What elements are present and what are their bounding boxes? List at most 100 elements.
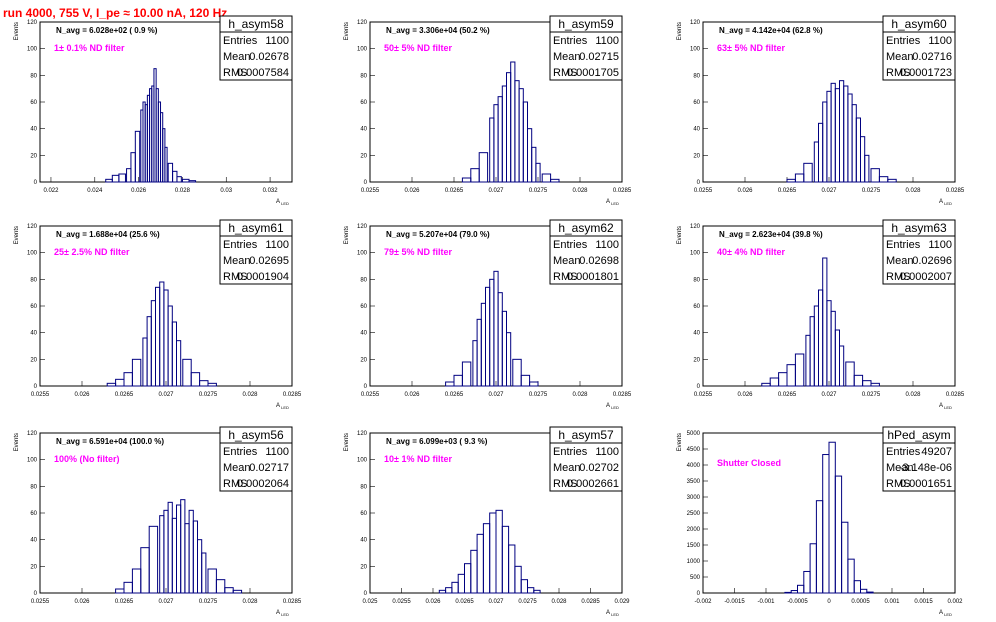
histogram-bar — [207, 382, 217, 387]
x-tick-label: 0.0275 — [529, 188, 548, 194]
histogram-bar — [184, 523, 190, 594]
x-tick-label: 0 — [827, 599, 831, 605]
x-axis-label: A LED — [939, 199, 952, 206]
histogram-bar — [786, 364, 796, 387]
histogram-bar — [851, 104, 857, 183]
histogram-bar — [778, 372, 788, 387]
histogram-bar — [839, 80, 845, 183]
stats-rms-value: 0.0001651 — [900, 478, 952, 490]
x-tick-label: 0.028 — [551, 599, 567, 605]
stats-mean-label: Mean — [553, 51, 581, 63]
y-tick-label: 60 — [30, 511, 37, 517]
stats-mean-value: 0.02716 — [912, 51, 952, 63]
x-tick-label: 0.0255 — [31, 599, 50, 605]
histogram-bar — [878, 176, 889, 183]
histogram-bar — [860, 588, 868, 594]
x-axis-label: A LED — [276, 403, 289, 410]
y-tick-label: 3500 — [687, 479, 701, 485]
histogram-bar — [803, 570, 811, 594]
x-tick-label: 0.0265 — [445, 188, 464, 194]
histogram-bar — [123, 581, 133, 594]
histogram-bar — [510, 61, 516, 183]
histogram-bar — [520, 579, 529, 594]
histogram-bar — [841, 521, 849, 594]
stats-box — [549, 426, 623, 492]
y-tick-label: 100 — [690, 251, 701, 257]
histogram-bar — [527, 587, 535, 594]
y-tick-label: 1000 — [687, 559, 701, 565]
histogram-bar — [159, 281, 165, 387]
navg-label: N_avg = 5.207e+04 (79.0 %) — [386, 230, 490, 239]
histogram-bar — [489, 278, 495, 387]
histogram-panel-h_asym63: 0 20 40 60 80 100 120 0.0255 0.026 0.0265 0.027 0.0… — [677, 219, 965, 410]
histogram-bar — [790, 590, 799, 594]
x-tick-label: -0.001 — [757, 599, 775, 605]
filter-annotation: 63± 5% ND filter — [717, 43, 785, 53]
histogram-bar — [190, 372, 201, 387]
histogram-bar — [167, 501, 173, 594]
histogram-bar — [167, 162, 174, 183]
x-tick-label: 0.0255 — [361, 188, 380, 194]
histogram-bar — [224, 587, 234, 594]
y-tick-label: 0 — [34, 180, 38, 186]
filter-annotation: 79± 5% ND filter — [384, 247, 452, 257]
histogram-bar — [870, 168, 880, 183]
histogram-bar — [140, 547, 150, 594]
histogram-bar — [476, 318, 482, 387]
stats-entries-label: Entries — [886, 35, 921, 47]
x-tick-label: 0.027 — [158, 599, 174, 605]
histogram-bar — [207, 568, 217, 594]
histogram-bar — [445, 381, 455, 387]
stats-box — [549, 15, 623, 81]
stats-entries-value: 49207 — [921, 446, 952, 458]
x-tick-label: 0.0285 — [283, 392, 302, 398]
histogram-bar — [506, 72, 512, 183]
y-tick-label: 80 — [30, 484, 37, 490]
histogram-bar — [794, 173, 805, 183]
histogram-bar — [126, 168, 132, 183]
histogram-bar — [150, 300, 157, 387]
histogram-bar — [188, 180, 197, 183]
x-tick-label: 0.026 — [74, 392, 90, 398]
stats-mean-label: Mean — [886, 462, 914, 474]
histogram-bar — [131, 358, 142, 387]
x-tick-label: -0.0015 — [724, 599, 745, 605]
x-tick-label: 0.0015 — [914, 599, 933, 605]
x-tick-label: 0.026 — [404, 188, 420, 194]
x-tick-label: 0.026 — [737, 392, 753, 398]
histogram-panel-h_asym61: 0 20 40 60 80 100 120 0.0255 0.026 0.0265 0.027 0.0… — [14, 219, 302, 410]
histogram-bar — [822, 101, 828, 183]
y-axis-label: Events — [14, 22, 20, 40]
histogram-bar — [192, 520, 199, 594]
navg-label: N_avg = 1.688e+04 (25.6 %) — [56, 230, 160, 239]
stats-title: h_asym60 — [891, 17, 947, 31]
x-tick-label: 0.029 — [614, 599, 630, 605]
stats-title: h_asym62 — [558, 221, 614, 235]
x-tick-label: 0.0275 — [199, 599, 218, 605]
x-axis-label: A LED — [939, 610, 952, 617]
histogram-bar — [784, 591, 792, 594]
x-axis-label: A LED — [276, 610, 289, 617]
x-axis-label: A LED — [606, 610, 619, 617]
x-tick-label: 0.022 — [43, 188, 59, 194]
histogram-bar — [531, 146, 537, 183]
histogram-bar — [176, 340, 182, 387]
histogram-bar — [794, 353, 805, 387]
histogram-bar — [106, 382, 117, 387]
histogram-bar — [501, 525, 510, 594]
histogram-bar — [123, 372, 133, 387]
y-tick-label: 0 — [364, 384, 368, 390]
stats-box — [219, 219, 293, 285]
stats-entries-label: Entries — [223, 35, 258, 47]
histogram-bar — [164, 146, 168, 183]
y-tick-label: 80 — [360, 277, 367, 283]
y-tick-label: 3000 — [687, 495, 701, 501]
y-tick-label: 120 — [690, 224, 701, 230]
filter-annotation: 50± 5% ND filter — [384, 43, 452, 53]
histogram-bar — [457, 573, 466, 594]
stats-rms-label: RMS — [553, 478, 577, 490]
y-tick-label: 2500 — [687, 511, 701, 517]
histogram-bar — [813, 141, 819, 183]
histogram-bar — [847, 558, 855, 594]
stats-rms-value: 0.0007584 — [237, 67, 289, 79]
